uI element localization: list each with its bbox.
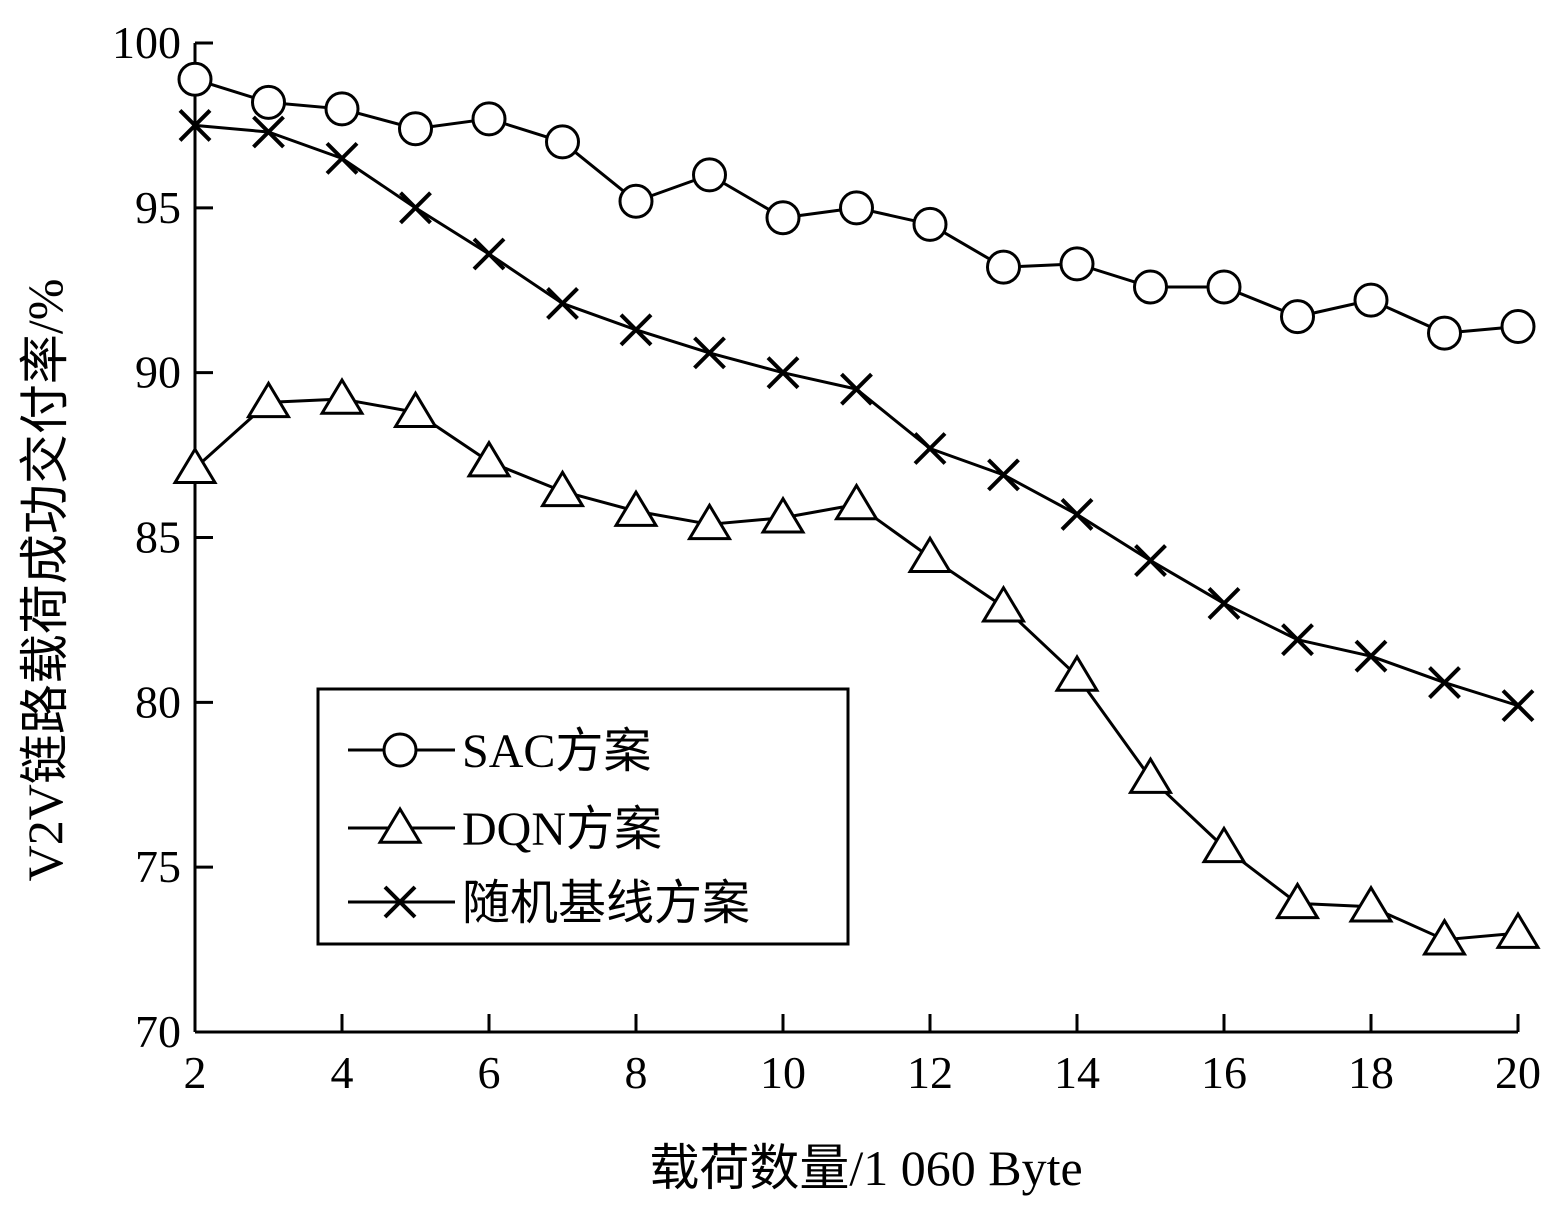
data-point — [907, 535, 953, 574]
data-point — [913, 432, 947, 465]
legend-item: DQN方案 — [348, 803, 662, 856]
data-point — [177, 61, 213, 97]
data-point — [172, 446, 218, 485]
series-x — [178, 109, 1535, 723]
x-tick-label: 2 — [184, 1047, 207, 1098]
legend-label: 随机基线方案 — [462, 877, 750, 930]
data-point — [319, 377, 365, 415]
data-point — [1348, 884, 1394, 923]
data-point — [251, 84, 286, 120]
x-tick-label: 6 — [478, 1047, 501, 1098]
data-point — [693, 336, 726, 370]
data-point — [1206, 269, 1242, 305]
data-point — [1495, 911, 1541, 949]
data-point — [1421, 917, 1468, 956]
y-tick-label: 85 — [135, 512, 181, 563]
data-point — [252, 115, 285, 149]
data-point — [398, 111, 433, 147]
data-point — [392, 390, 439, 428]
data-point — [539, 469, 586, 508]
x-tick-label: 16 — [1201, 1047, 1247, 1098]
data-point — [619, 313, 653, 347]
legend-label: DQN方案 — [462, 803, 662, 856]
data-point — [1133, 269, 1168, 305]
data-point — [1207, 587, 1241, 620]
data-point — [986, 249, 1021, 285]
data-point — [760, 495, 806, 534]
data-point — [1428, 666, 1461, 699]
data-point — [765, 200, 801, 236]
data-point — [1054, 654, 1100, 692]
data-point — [546, 287, 579, 320]
data-point — [980, 584, 1027, 623]
data-point — [1060, 498, 1094, 531]
legend-marker — [383, 885, 417, 919]
data-point — [912, 206, 948, 242]
x-tick-label: 18 — [1348, 1047, 1394, 1098]
data-point — [472, 237, 506, 271]
legend-item: 随机基线方案 — [348, 877, 750, 930]
data-point — [1201, 825, 1247, 864]
data-point — [325, 141, 359, 175]
data-point — [987, 458, 1020, 492]
data-point — [1274, 881, 1321, 920]
x-axis-title: 载荷数量/1 060 Byte — [649, 1140, 1082, 1196]
data-point — [1353, 282, 1389, 318]
data-point — [692, 157, 727, 193]
y-tick-label: 70 — [135, 1006, 181, 1057]
y-tick-label: 95 — [135, 182, 181, 233]
legend-marker — [382, 732, 418, 768]
series-circle — [177, 61, 1536, 351]
data-point — [686, 502, 733, 541]
y-tick-label: 100 — [112, 17, 181, 68]
y-tick-label: 90 — [135, 347, 181, 398]
data-point — [324, 91, 360, 127]
x-tick-label: 10 — [760, 1047, 806, 1098]
series-layer — [172, 61, 1541, 956]
data-point — [618, 183, 654, 219]
data-point — [1281, 623, 1314, 657]
x-tick-label: 14 — [1054, 1047, 1100, 1098]
legend-marker — [377, 806, 423, 844]
data-point — [1501, 689, 1535, 723]
y-axis-ticks: 70 75 80 85 90 95 100 — [112, 17, 213, 1057]
data-point — [1134, 544, 1167, 577]
x-axis-ticks: 2 4 6 8 10 12 14 16 18 20 — [184, 1014, 1541, 1098]
data-point — [766, 356, 800, 390]
data-point — [466, 439, 512, 478]
data-point — [471, 101, 507, 137]
data-point — [839, 190, 874, 226]
data-point — [1427, 315, 1462, 351]
legend-item: SAC方案 — [348, 725, 651, 778]
x-tick-label: 8 — [625, 1047, 648, 1098]
y-axis-title: V2V链路载荷成功交付率/% — [17, 279, 73, 882]
y-tick-label: 80 — [135, 676, 181, 727]
data-point — [1059, 246, 1095, 282]
data-point — [613, 489, 659, 527]
data-point — [545, 124, 580, 160]
data-point — [833, 482, 880, 521]
data-point — [1354, 639, 1388, 673]
series-triangle — [172, 377, 1541, 956]
data-point — [178, 109, 212, 142]
x-tick-label: 4 — [331, 1047, 354, 1098]
x-tick-label: 20 — [1495, 1047, 1541, 1098]
data-point — [399, 191, 432, 225]
data-point — [1280, 299, 1315, 335]
legend-label: SAC方案 — [462, 725, 651, 778]
data-point — [245, 380, 292, 419]
data-point — [840, 372, 873, 406]
data-point — [1500, 309, 1536, 345]
y-tick-label: 75 — [135, 841, 181, 892]
data-point — [1127, 756, 1174, 794]
x-tick-label: 12 — [907, 1047, 953, 1098]
